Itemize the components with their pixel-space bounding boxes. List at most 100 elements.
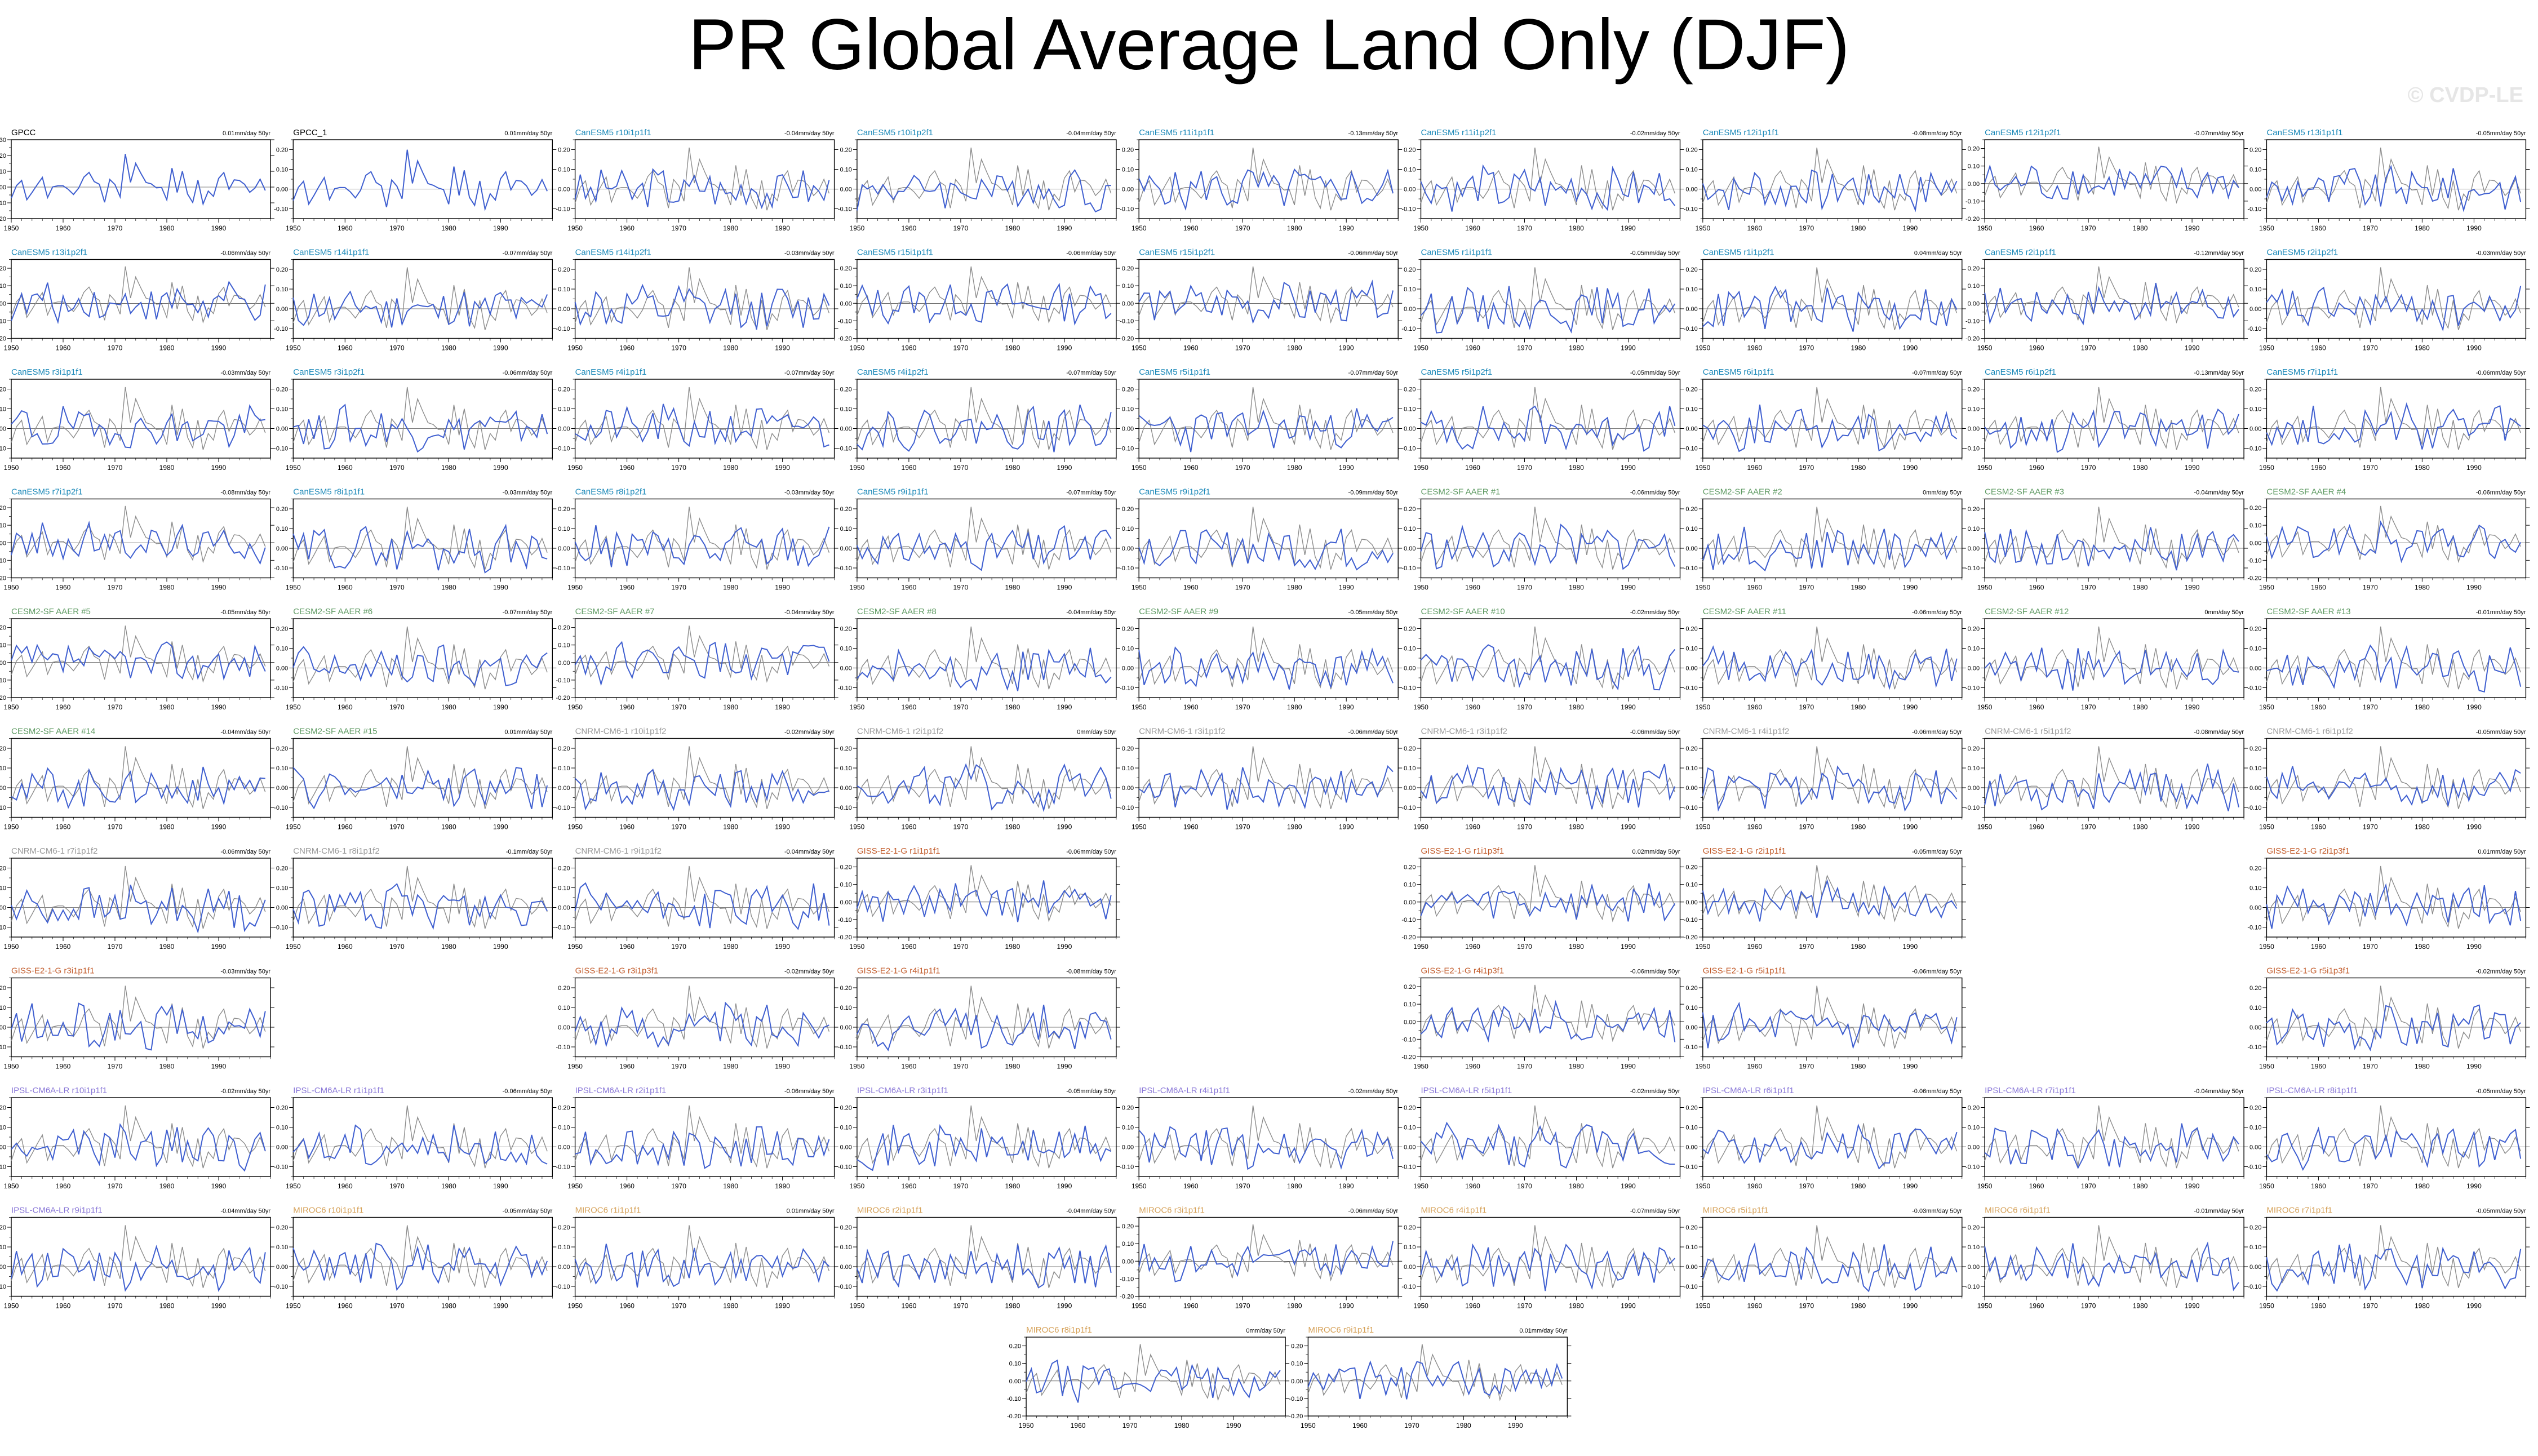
series-line-model — [574, 1001, 829, 1049]
series-line-obs — [1984, 1105, 2239, 1169]
x-tick-label: 1990 — [1621, 584, 1636, 592]
series-line-obs — [857, 986, 1112, 1049]
x-tick-label: 1960 — [1465, 823, 1480, 831]
x-tick-label: 1970 — [108, 1182, 123, 1190]
panel-trend: -0.03mm/day 50yr — [503, 490, 553, 496]
series-line-obs — [1420, 865, 1675, 922]
y-tick-label: 0.10 — [1122, 526, 1134, 532]
x-tick-label: 1960 — [1747, 344, 1762, 352]
y-tick-label: -0.10 — [0, 1044, 6, 1051]
x-tick-label: 1980 — [2415, 1182, 2430, 1190]
panel-35: CESM2-SF AAER #4 -0.06mm/day 50yr -0.20 -0.… — [2247, 487, 2530, 592]
panel-title: IPSL-CM6A-LR r10i1p1f1 — [11, 1086, 107, 1095]
y-tick-label: 0.20 — [840, 626, 851, 633]
plot-frame — [11, 738, 271, 818]
x-tick-label: 1990 — [211, 823, 227, 831]
x-tick-label: 1970 — [389, 703, 405, 711]
y-tick-label: -0.10 — [274, 925, 288, 931]
y-tick-label: 0.00 — [1122, 665, 1134, 672]
x-tick-label: 1960 — [1465, 1182, 1480, 1190]
y-tick-label: -0.10 — [0, 318, 6, 325]
y-tick-label: 0.10 — [840, 646, 851, 652]
series-line-obs — [574, 865, 830, 929]
x-tick-label: 1980 — [1851, 943, 1866, 951]
panel-3: CanESM5 r10i1p2f1 -0.04mm/day 50yr -0.10 0.… — [838, 128, 1120, 232]
y-tick-label: -0.10 — [2247, 925, 2261, 931]
x-tick-label: 1960 — [619, 1182, 634, 1190]
x-tick-label: 1990 — [2466, 1182, 2482, 1190]
series-line-model — [574, 168, 830, 210]
panel-trend: -0.06mm/day 50yr — [1912, 609, 1962, 616]
x-tick-label: 1960 — [1465, 943, 1480, 951]
plot-frame — [1138, 139, 1399, 219]
y-tick-label: -0.10 — [0, 200, 6, 207]
panel-6: CanESM5 r12i1p1f1 -0.08mm/day 50yr -0.10 0.… — [1684, 128, 1966, 232]
panel-title: CanESM5 r2i1p1f1 — [1985, 248, 2056, 258]
x-tick-label: 1980 — [1005, 344, 1020, 352]
series-line-obs — [574, 507, 830, 570]
series-line-obs — [1138, 147, 1394, 211]
series-line-obs — [11, 746, 266, 809]
y-tick-label: 0.00 — [276, 187, 288, 193]
y-tick-label: -0.10 — [1401, 565, 1416, 572]
x-tick-label: 1990 — [1902, 943, 1918, 951]
series-line-obs — [11, 865, 266, 929]
panel-title: GPCC — [11, 128, 36, 137]
y-tick-label: -0.20 — [1965, 216, 1980, 223]
y-tick-label: -0.20 — [0, 216, 6, 223]
plot-frame — [1984, 259, 2244, 339]
x-tick-label: 1990 — [1902, 584, 1918, 592]
x-tick-label: 1980 — [441, 703, 456, 711]
x-tick-label: 1990 — [1902, 703, 1918, 711]
panel-71: IPSL-CM6A-LR r4i1p1f1 -0.02mm/day 50yr -0.… — [1120, 1086, 1403, 1190]
panel-53: CNRM-CM6-1 r6i1p1f2 -0.05mm/day 50yr -0.10… — [2247, 727, 2530, 831]
panel-trend: -0.02mm/day 50yr — [2476, 969, 2526, 975]
plot-frame — [1420, 259, 1681, 339]
series-line-obs — [1702, 267, 1958, 330]
series-line-model — [2266, 644, 2522, 693]
x-tick-label: 1980 — [2415, 823, 2430, 831]
x-tick-label: 1950 — [567, 1063, 583, 1071]
x-tick-label: 1970 — [108, 943, 123, 951]
y-tick-label: 0.10 — [558, 167, 570, 174]
panel-title: CESM2-SF AAER #10 — [1421, 607, 1505, 616]
y-tick-label: 0.00 — [1968, 785, 1980, 792]
series-line-model — [1420, 523, 1676, 570]
x-tick-label: 1950 — [4, 224, 19, 232]
y-tick-label: 0.20 — [1404, 267, 1416, 273]
y-tick-label: 0.00 — [840, 899, 851, 906]
y-tick-label: 0.20 — [1685, 267, 1697, 273]
x-tick-label: 1950 — [286, 464, 301, 472]
y-tick-label: -0.10 — [0, 557, 6, 564]
panel-trend: -0.07mm/day 50yr — [1348, 370, 1399, 376]
series-line-model — [1420, 763, 1676, 810]
panel-38: CESM2-SF AAER #7 -0.04mm/day 50yr -0.20 -0.… — [556, 607, 838, 711]
panel-trend: -0.07mm/day 50yr — [2194, 130, 2244, 137]
panel-title: IPSL-CM6A-LR r4i1p1f1 — [1139, 1086, 1230, 1095]
panel-title: IPSL-CM6A-LR r6i1p1f1 — [1703, 1086, 1794, 1095]
y-tick-label: 0.10 — [1685, 1125, 1697, 1131]
panel-title: CanESM5 r3i1p2f1 — [293, 367, 365, 377]
x-tick-label: 1950 — [1695, 344, 1710, 352]
x-tick-label: 1990 — [1339, 464, 1354, 472]
y-tick-label: 0.00 — [1122, 426, 1134, 433]
series-line-model — [292, 644, 548, 686]
y-tick-label: 0.30 — [0, 137, 6, 144]
panel-trend: -0.13mm/day 50yr — [1348, 130, 1399, 137]
panel-title: CESM2-SF AAER #14 — [11, 727, 95, 736]
y-tick-label: 0.00 — [1685, 899, 1697, 906]
x-tick-label: 1950 — [1132, 464, 1147, 472]
y-tick-label: -0.20 — [556, 695, 570, 702]
panel-trend: -0.02mm/day 50yr — [1348, 1088, 1399, 1095]
y-tick-label: 0.10 — [840, 765, 851, 772]
x-tick-label: 1990 — [775, 823, 790, 831]
x-tick-label: 1980 — [2133, 464, 2148, 472]
panel-title: CanESM5 r9i1p1f1 — [857, 487, 929, 497]
x-tick-label: 1990 — [1057, 823, 1072, 831]
y-tick-label: -0.10 — [274, 446, 288, 452]
x-tick-label: 1970 — [389, 224, 405, 232]
panel-title: IPSL-CM6A-LR r9i1p1f1 — [11, 1206, 103, 1215]
x-tick-label: 1970 — [1235, 224, 1250, 232]
y-tick-label: -0.10 — [556, 805, 570, 811]
panel-title: CanESM5 r3i1p1f1 — [11, 367, 83, 377]
